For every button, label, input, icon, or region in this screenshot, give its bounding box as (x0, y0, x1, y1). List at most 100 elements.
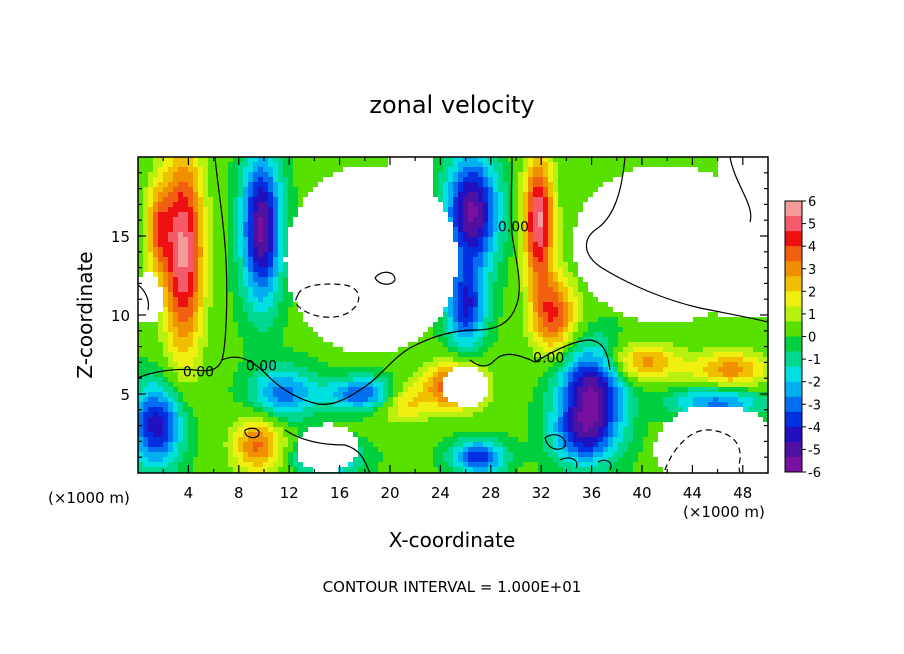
field-cell (268, 322, 273, 327)
field-cell (618, 382, 623, 387)
field-cell (223, 407, 228, 412)
field-cell (623, 387, 628, 392)
field-cell (388, 437, 393, 442)
field-cell (263, 437, 268, 442)
field-cell (408, 362, 413, 367)
field-cell (163, 247, 168, 252)
field-cell (513, 357, 518, 362)
field-cell (138, 167, 143, 172)
field-cell (273, 397, 278, 402)
field-cell (163, 202, 168, 207)
field-cell (318, 422, 323, 427)
field-cell (193, 177, 198, 182)
field-cell (443, 202, 448, 207)
field-cell (373, 362, 378, 367)
field-cell (758, 352, 763, 357)
field-cell (478, 412, 483, 417)
field-cell (508, 337, 513, 342)
field-cell (658, 342, 663, 347)
field-cell (563, 297, 568, 302)
field-cell (588, 157, 593, 162)
field-cell (388, 382, 393, 387)
field-cell (163, 172, 168, 177)
field-cell (173, 362, 178, 367)
field-cell (633, 407, 638, 412)
field-cell (503, 412, 508, 417)
field-cell (723, 352, 728, 357)
field-cell (273, 337, 278, 342)
field-cell (578, 432, 583, 437)
field-cell (153, 217, 158, 222)
field-cell (423, 387, 428, 392)
field-cell (653, 437, 658, 442)
field-cell (188, 352, 193, 357)
field-cell (278, 322, 283, 327)
field-cell (673, 357, 678, 362)
field-cell (468, 257, 473, 262)
field-cell (273, 367, 278, 372)
field-cell (223, 357, 228, 362)
field-cell (173, 412, 178, 417)
field-cell (498, 342, 503, 347)
field-cell (238, 167, 243, 172)
field-cell (278, 432, 283, 437)
field-cell (568, 267, 573, 272)
field-cell (233, 252, 238, 257)
field-cell (253, 412, 258, 417)
field-cell (178, 257, 183, 262)
field-cell (678, 162, 683, 167)
field-cell (433, 397, 438, 402)
field-cell (468, 167, 473, 172)
field-cell (518, 422, 523, 427)
field-cell (253, 282, 258, 287)
field-cell (393, 372, 398, 377)
field-cell (148, 352, 153, 357)
field-cell (193, 212, 198, 217)
field-cell (543, 427, 548, 432)
field-cell (258, 262, 263, 267)
field-cell (708, 367, 713, 372)
field-cell (503, 242, 508, 247)
field-cell (188, 402, 193, 407)
field-cell (623, 367, 628, 372)
field-cell (168, 307, 173, 312)
field-cell (248, 252, 253, 257)
field-cell (143, 347, 148, 352)
field-cell (163, 362, 168, 367)
field-cell (218, 322, 223, 327)
field-cell (198, 307, 203, 312)
field-cell (138, 177, 143, 182)
field-cell (318, 177, 323, 182)
field-cell (328, 352, 333, 357)
field-cell (538, 302, 543, 307)
field-cell (483, 297, 488, 302)
field-cell (333, 387, 338, 392)
field-cell (278, 162, 283, 167)
field-cell (653, 377, 658, 382)
field-cell (143, 182, 148, 187)
field-cell (243, 252, 248, 257)
field-cell (548, 422, 553, 427)
field-cell (518, 187, 523, 192)
field-cell (418, 362, 423, 367)
field-cell (483, 267, 488, 272)
field-cell (233, 382, 238, 387)
field-cell (618, 432, 623, 437)
field-cell (268, 172, 273, 177)
field-cell (618, 332, 623, 337)
field-cell (238, 387, 243, 392)
field-cell (168, 387, 173, 392)
field-cell (178, 432, 183, 437)
field-cell (558, 287, 563, 292)
field-cell (283, 232, 288, 237)
field-cell (663, 362, 668, 367)
field-cell (198, 342, 203, 347)
field-cell (738, 382, 743, 387)
field-cell (513, 302, 518, 307)
field-cell (213, 397, 218, 402)
field-cell (628, 437, 633, 442)
field-cell (388, 407, 393, 412)
field-cell (748, 387, 753, 392)
field-cell (748, 367, 753, 372)
field-cell (438, 447, 443, 452)
